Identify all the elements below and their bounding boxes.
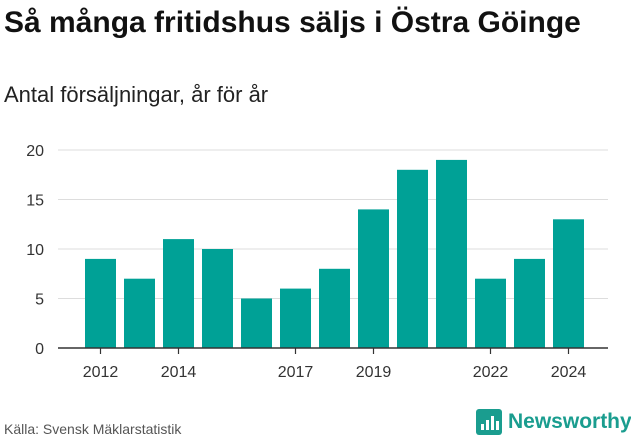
source-note: Källa: Svensk Mäklarstatistik [4, 421, 182, 437]
bar-2022 [475, 278, 506, 348]
y-tick-label: 0 [35, 341, 44, 358]
chart-subtitle: Antal försäljningar, år för år [4, 82, 269, 107]
brand-name: Newsworthy [508, 410, 631, 433]
bar-2020 [397, 169, 428, 348]
x-tick-label: 2022 [473, 364, 509, 381]
bar-2013 [124, 278, 155, 348]
brand-logo: Newsworthy [476, 407, 631, 437]
y-tick-label: 20 [26, 143, 44, 160]
y-tick-label: 5 [35, 292, 44, 309]
bar-2019 [358, 209, 389, 348]
bar-2018 [319, 268, 350, 348]
chart-title: Så många fritidshus säljs i Östra Göinge [4, 6, 581, 39]
bar-2021 [436, 159, 467, 348]
x-tick-label: 2017 [278, 364, 314, 381]
bar-2016 [241, 298, 272, 348]
bar-2012 [85, 258, 116, 348]
x-tick-label: 2019 [356, 364, 392, 381]
bar-chart: 0 5 10 15 20 2012 2014 2017 2019 2022 2024 [26, 143, 608, 381]
y-tick-label: 15 [26, 193, 44, 210]
x-tick-label: 2024 [551, 364, 587, 381]
bar-2017 [280, 288, 311, 348]
y-tick-label: 10 [26, 242, 44, 259]
x-tick-label: 2014 [161, 364, 197, 381]
x-tick-label: 2012 [83, 364, 119, 381]
bar-2015 [202, 249, 233, 348]
newsworthy-logo-icon [476, 409, 502, 435]
bar-2014 [163, 239, 194, 348]
bar-2023 [514, 258, 545, 348]
bar-2024 [553, 219, 584, 348]
